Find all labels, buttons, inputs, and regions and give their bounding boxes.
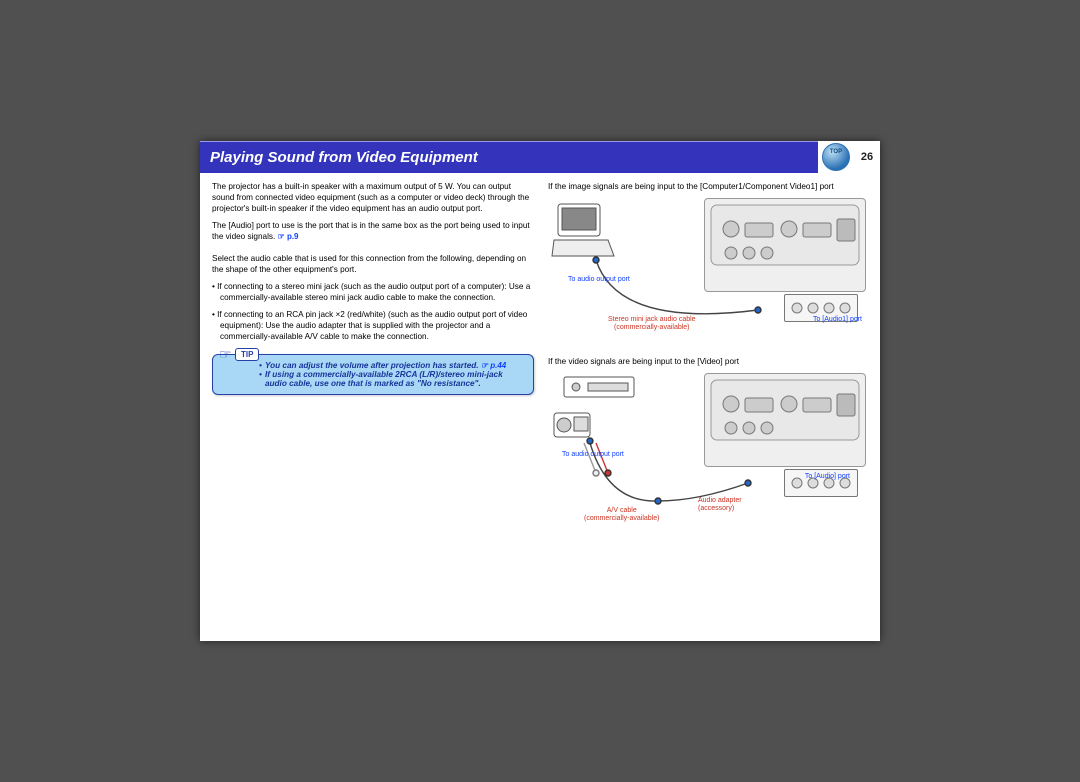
page-number: 26 [854,141,880,173]
bullet-rca: If connecting to an RCA pin jack ×2 (red… [212,309,534,342]
document-page: Playing Sound from Video Equipment 26 Th… [200,141,880,641]
tip-item-1-text: You can adjust the volume after projecti… [265,361,481,370]
page-ref-link-p44[interactable]: ☞ p.44 [481,361,506,370]
label-to-audio: To [Audio] port [805,473,850,481]
diagram-computer-connection: To audio output port Stereo mini jack au… [548,198,870,348]
page-title: Playing Sound from Video Equipment [200,141,818,173]
right-column: If the image signals are being input to … [548,181,870,629]
diagram-video-connection: To audio output port A/V cable (commerci… [548,373,870,543]
label-to-audio-output-1: To audio output port [568,276,630,284]
globe-icon [822,143,850,171]
intro-paragraph: The projector has a built-in speaker wit… [212,181,534,214]
label-av-cable: A/V cable (commercially-available) [584,507,659,522]
left-column: The projector has a built-in speaker wit… [212,181,534,629]
instruction-2: If the video signals are being input to … [548,356,870,367]
content-columns: The projector has a built-in speaker wit… [200,173,880,633]
label-to-audio-output-2: To audio output port [562,451,624,459]
instruction-1: If the image signals are being input to … [548,181,870,192]
tip-badge: ☞ TIP [219,347,259,361]
label-to-audio1: To [Audio1] port [813,316,862,324]
cable-select-paragraph: Select the audio cable that is used for … [212,253,534,275]
tip-item-2: If using a commercially-available 2RCA (… [259,370,525,388]
bullet-minijack: If connecting to a stereo mini jack (suc… [212,281,534,303]
audio-port-text: The [Audio] port to use is the port that… [212,221,530,241]
cable-line-icon [548,198,870,348]
hand-icon: ☞ [219,347,233,361]
label-stereo-cable: Stereo mini jack audio cable (commercial… [608,316,696,331]
tip-item-1: You can adjust the volume after projecti… [259,361,525,370]
header-bar: Playing Sound from Video Equipment 26 [200,141,880,173]
tip-box: ☞ TIP You can adjust the volume after pr… [212,354,534,395]
audio-port-paragraph: The [Audio] port to use is the port that… [212,220,534,243]
tip-label: TIP [235,348,259,361]
page-ref-link-p9[interactable]: ☞ p.9 [278,232,299,241]
label-audio-adapter: Audio adapter (accessory) [698,497,742,512]
top-icon-cell[interactable] [818,141,854,173]
